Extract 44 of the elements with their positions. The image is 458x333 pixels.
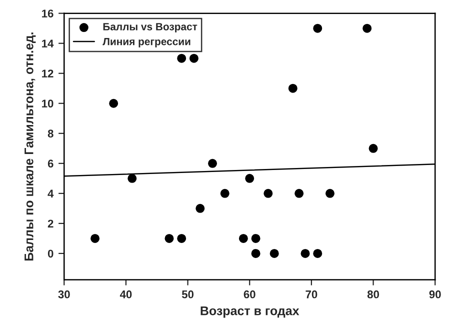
point <box>313 24 322 33</box>
point <box>208 158 218 168</box>
legend-label: Линия регрессии <box>102 38 190 48</box>
y-tick-label: 4 <box>48 190 54 198</box>
point <box>189 54 198 63</box>
x-tick-label: 60 <box>244 290 256 298</box>
x-tick-label: 40 <box>120 290 132 298</box>
x-tick-label: 80 <box>367 290 379 298</box>
y-tick-label: 6 <box>48 160 54 168</box>
x-tick-label: 30 <box>58 290 70 298</box>
x-axis-title: Возраст в годах <box>200 306 300 318</box>
y-axis-title: Баллы по шкале Гамильтона, отн.ед. <box>24 32 36 260</box>
y-tick-label: 0 <box>48 250 54 258</box>
point <box>288 84 298 93</box>
point <box>368 144 378 153</box>
point <box>177 234 186 243</box>
point <box>128 174 137 183</box>
point <box>300 248 310 258</box>
point <box>245 174 254 183</box>
point <box>325 188 334 198</box>
point <box>264 188 273 198</box>
legend-label: Баллы vs Возраст <box>103 23 198 32</box>
point <box>294 188 304 198</box>
point <box>251 248 260 258</box>
x-tick-label: 70 <box>306 290 318 298</box>
point <box>220 188 230 198</box>
point <box>362 24 372 33</box>
point <box>164 234 174 243</box>
point <box>251 234 260 243</box>
point <box>177 54 186 63</box>
point <box>270 248 279 258</box>
y-tick-label: 8 <box>48 130 54 138</box>
y-tick-label: 14 <box>42 40 54 48</box>
x-tick-label: 50 <box>182 290 194 298</box>
y-tick-label: 10 <box>42 100 54 108</box>
point <box>109 98 118 108</box>
point <box>313 248 322 258</box>
y-tick-label: 2 <box>48 220 54 228</box>
point <box>90 234 100 243</box>
point <box>238 234 248 243</box>
point <box>196 204 205 213</box>
y-tick-label: 12 <box>42 70 54 78</box>
x-tick-label: 90 <box>429 290 441 298</box>
y-tick-label: 16 <box>42 10 54 18</box>
